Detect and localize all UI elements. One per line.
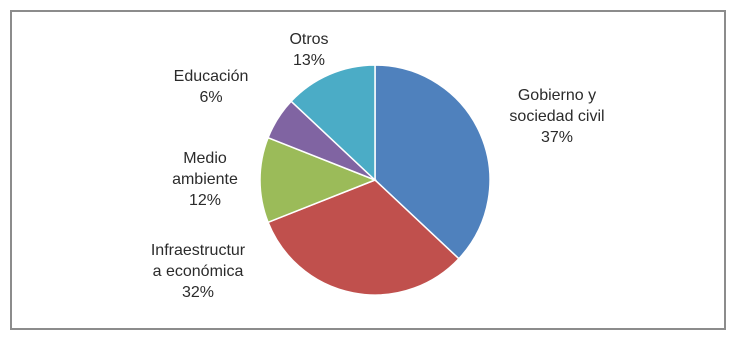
slice-percent-label-2: 12%: [189, 192, 221, 209]
slice-category-label-3: Educación: [174, 68, 249, 85]
slice-percent-label-0: 37%: [541, 129, 573, 146]
slice-percent-label-1: 32%: [182, 284, 214, 301]
slice-percent-label-4: 13%: [293, 52, 325, 69]
slice-category-label-0: sociedad civil: [509, 108, 604, 125]
pie-slice-4: [290, 64, 376, 182]
pie-slice-1: [267, 179, 460, 296]
pie-slice-0: [374, 64, 491, 260]
pie-slice-2: [259, 136, 378, 224]
pie-slices: [259, 64, 491, 296]
slice-category-label-4: Otros: [289, 31, 328, 48]
slice-category-label-2: Medio: [183, 150, 227, 167]
pie-labels: Gobierno y sociedad civil 37% Infraestructu…: [151, 31, 605, 301]
slice-category-label-2: ambiente: [172, 171, 238, 188]
slice-percent-label-3: 6%: [199, 89, 222, 106]
slice-category-label-0: Gobierno y: [518, 87, 596, 104]
slice-category-label-1: Infraestructur: [151, 242, 246, 259]
slice-category-label-1: a económica: [153, 263, 244, 280]
